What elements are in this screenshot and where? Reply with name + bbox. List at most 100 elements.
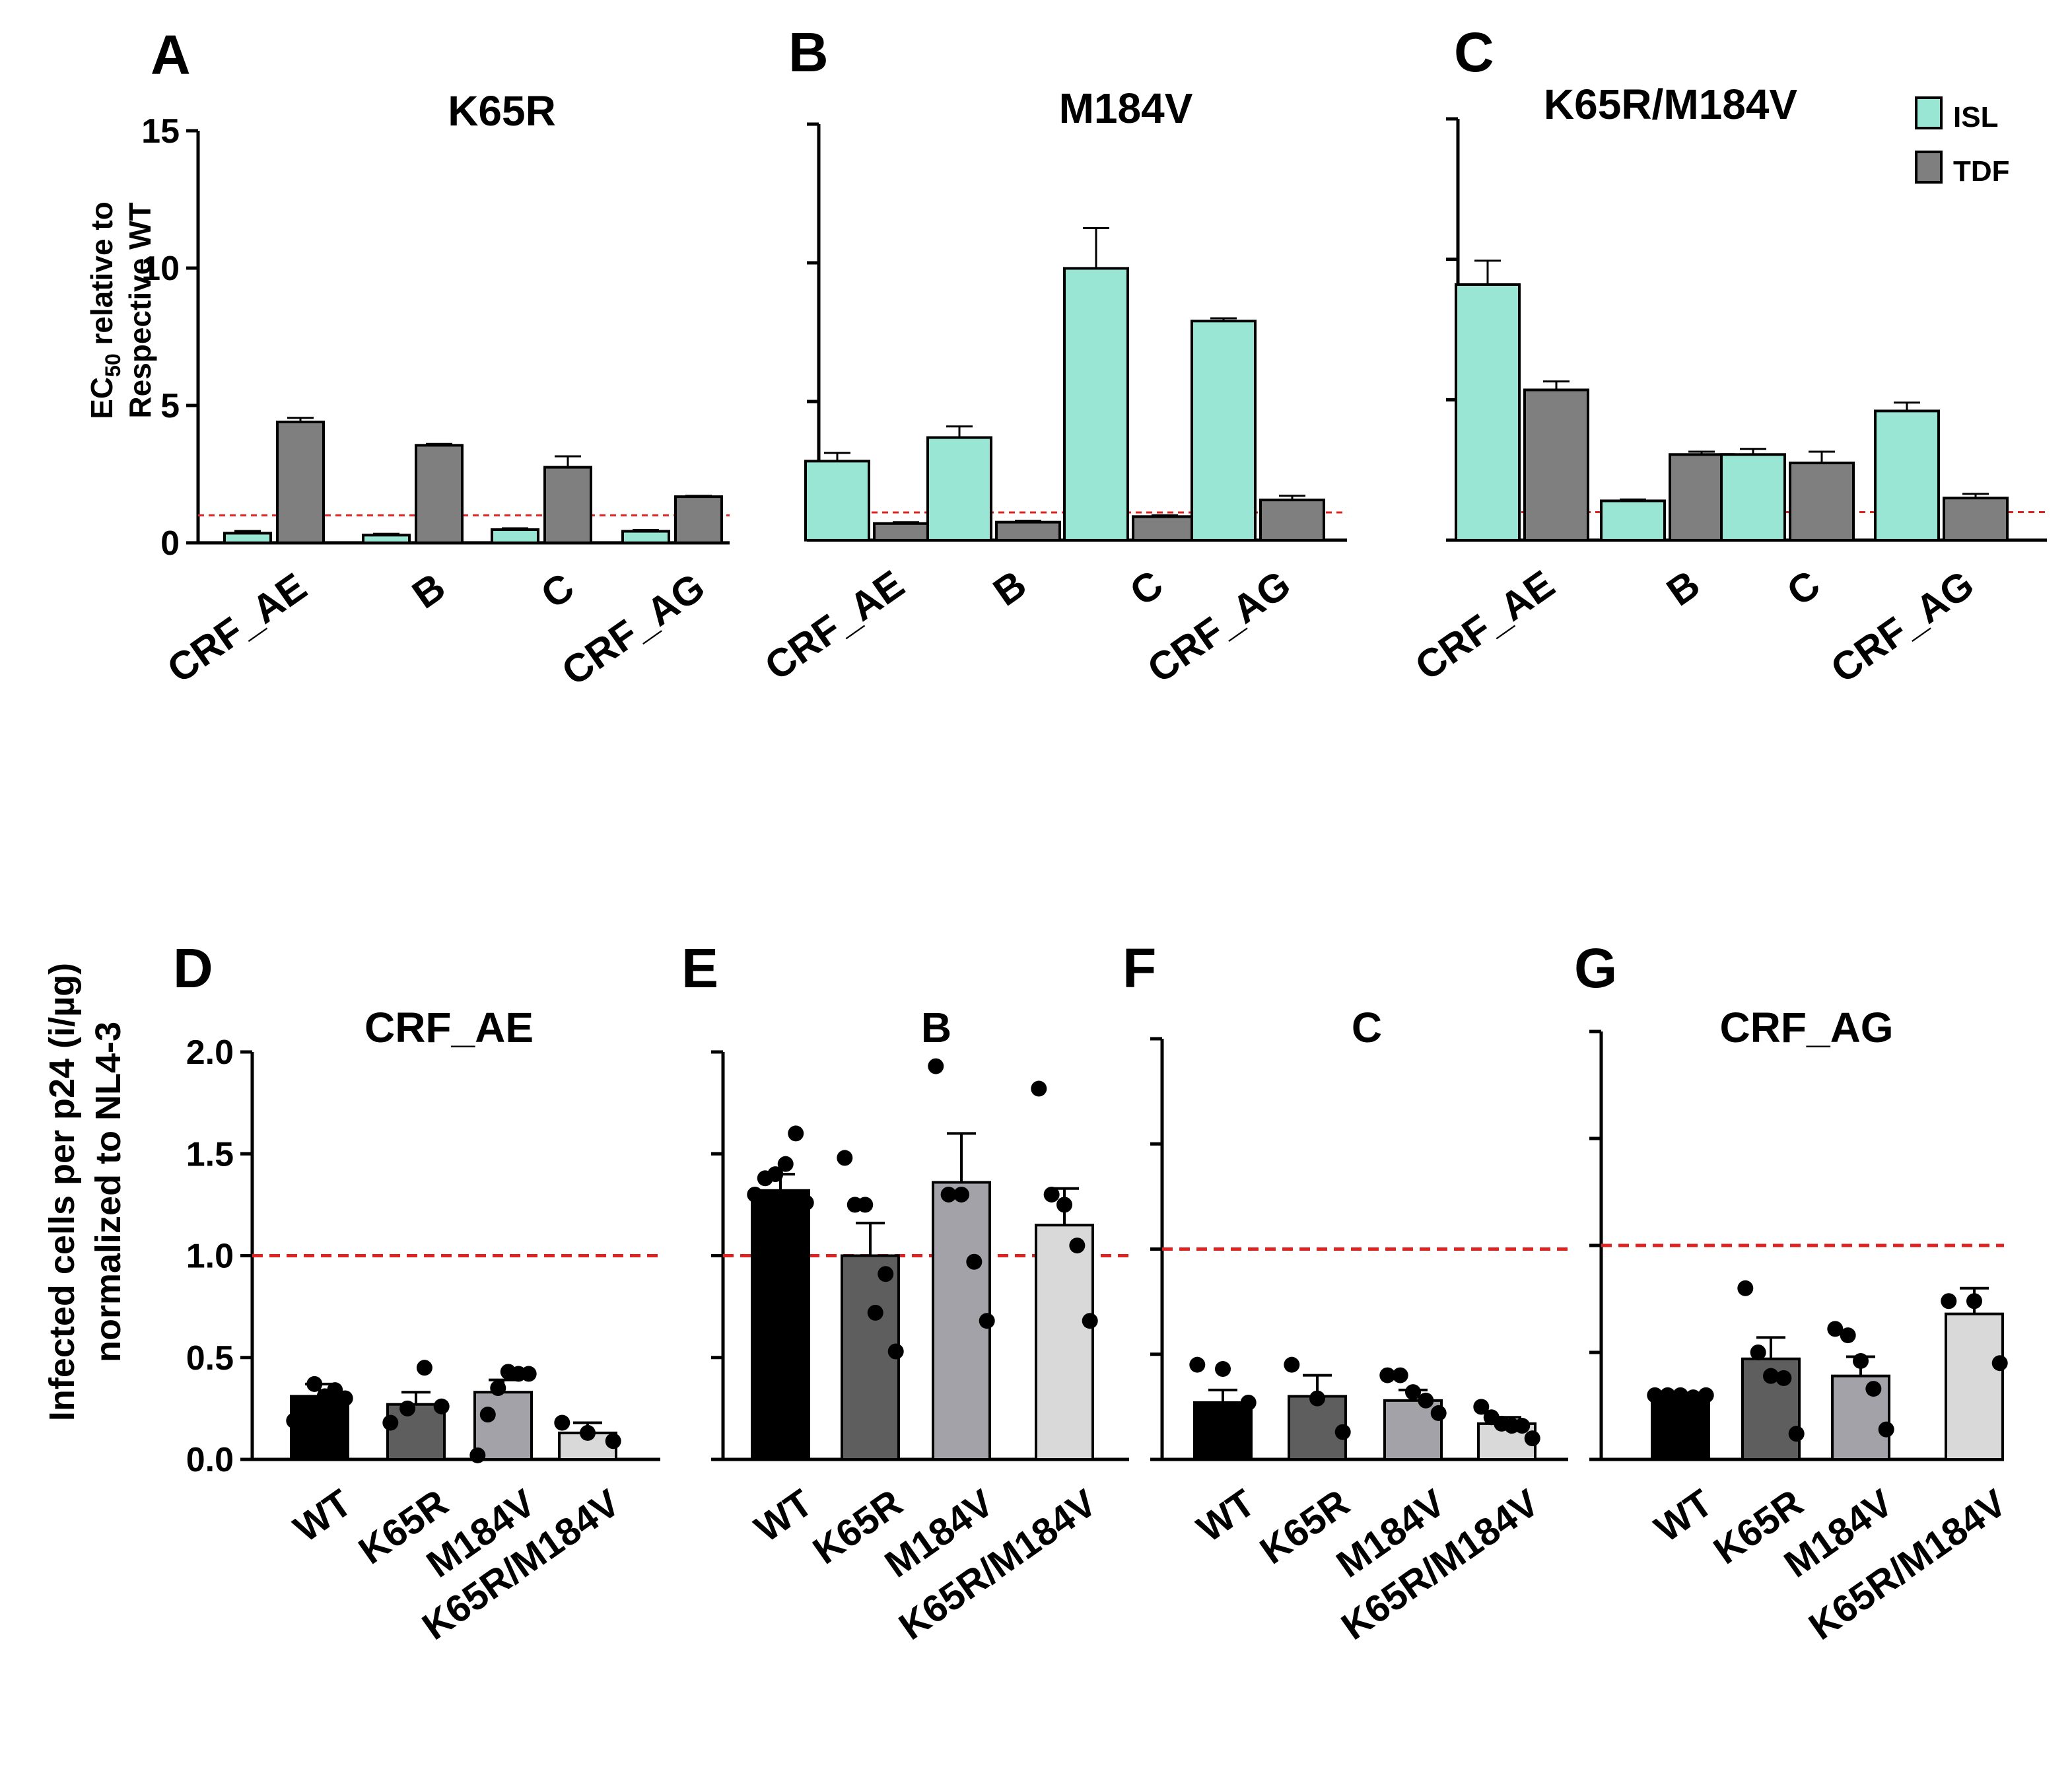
top-y-label-ec: EC	[85, 377, 119, 419]
data-point	[1524, 1430, 1540, 1447]
x-tick-label: B	[1659, 562, 1708, 615]
data-point	[1031, 1080, 1047, 1097]
top-y-axis-label: EC50 relative to	[85, 201, 125, 419]
data-point	[1514, 1418, 1531, 1434]
bar-tdf	[1943, 497, 2009, 542]
bar-isl	[1600, 499, 1666, 541]
bar-tdf	[415, 444, 464, 544]
data-point	[1309, 1390, 1325, 1407]
data-point	[1069, 1238, 1086, 1254]
bar-isl	[621, 530, 670, 545]
legend: ISL TDF	[1915, 96, 2010, 188]
bar-tdf	[1789, 462, 1855, 541]
y-tick-label: 2.0	[186, 1033, 234, 1072]
bar-isl	[804, 460, 870, 541]
panel-letter-g: G	[1574, 937, 1617, 999]
bar-tdf	[995, 520, 1061, 542]
data-point	[1043, 1186, 1060, 1203]
data-point	[1647, 1387, 1663, 1403]
panel-title: C	[1352, 1004, 1382, 1051]
panel-letter-f: F	[1122, 937, 1156, 999]
x-tick-label: B	[985, 562, 1034, 615]
y-tick-label: 0.0	[186, 1441, 234, 1479]
bar-tdf	[1523, 388, 1589, 541]
data-point	[1737, 1280, 1754, 1296]
bottom-y-axis-label-line2: normalized to NL4-3	[88, 1022, 128, 1362]
bar-isl	[1874, 409, 1940, 542]
bar-isl	[926, 436, 992, 541]
data-point	[777, 1156, 794, 1172]
bar-isl	[1063, 267, 1129, 541]
data-point	[490, 1380, 506, 1397]
data-point	[520, 1366, 537, 1382]
panel-title: M184V	[1059, 85, 1193, 132]
data-point	[286, 1413, 302, 1429]
x-tick-label: C	[533, 565, 582, 617]
x-tick-label: CRF_AE	[159, 565, 314, 692]
data-point	[1763, 1368, 1779, 1384]
bar-tdf	[674, 495, 723, 544]
data-point	[296, 1398, 312, 1414]
bar-tdf	[1132, 515, 1198, 541]
data-point	[837, 1150, 853, 1166]
data-point	[953, 1186, 969, 1203]
data-point	[580, 1424, 596, 1441]
data-point	[979, 1313, 995, 1329]
data-point	[1827, 1321, 1844, 1337]
bar-isl	[1720, 453, 1786, 541]
data-point	[479, 1407, 496, 1423]
x-tick-label: K65R/M184V	[1801, 1481, 2015, 1648]
bar	[1193, 1401, 1253, 1461]
panel-letter-d: D	[173, 937, 213, 999]
data-point	[469, 1447, 486, 1463]
x-tick-label: CRF_AE	[757, 562, 912, 689]
data-point	[1698, 1387, 1714, 1403]
data-point	[798, 1195, 814, 1211]
bar	[1945, 1312, 2004, 1461]
data-point	[1991, 1355, 2008, 1372]
bottom-y-axis-label-line1: Infected cells per p24 (i/µg)	[42, 963, 82, 1421]
data-point	[1405, 1384, 1421, 1401]
bar-tdf	[276, 420, 325, 545]
data-point	[1082, 1313, 1098, 1329]
data-point	[433, 1398, 450, 1414]
data-point	[1840, 1327, 1856, 1344]
bar-isl	[1191, 320, 1257, 541]
data-point	[928, 1058, 944, 1074]
x-tick-label: CRF_AG	[1823, 562, 1982, 691]
y-tick-label: 15	[141, 112, 180, 151]
bar-isl	[362, 534, 411, 544]
x-tick-label: WT	[286, 1481, 359, 1551]
bar	[751, 1189, 810, 1461]
y-tick-label: 0	[160, 524, 180, 563]
data-point	[1685, 1389, 1702, 1406]
panel-letter-e: E	[681, 937, 718, 999]
data-point	[399, 1400, 416, 1416]
panel-d: DCRF_AE0.00.51.01.52.0WTK65RM184VK65R/M1…	[173, 937, 660, 1648]
bar	[1651, 1396, 1710, 1461]
data-point	[747, 1186, 763, 1203]
legend-tdf-label: TDF	[1953, 155, 2010, 188]
x-tick-label: C	[1122, 562, 1171, 615]
data-point	[1379, 1367, 1396, 1383]
bar-isl	[223, 532, 272, 545]
panel-title: K65R/M184V	[1544, 81, 1798, 128]
data-point	[767, 1166, 784, 1183]
data-point	[1430, 1405, 1447, 1421]
data-point	[1659, 1387, 1676, 1403]
data-point	[1284, 1356, 1300, 1373]
legend-isl-swatch	[1915, 96, 1943, 129]
data-point	[337, 1390, 353, 1407]
bar	[841, 1254, 900, 1461]
top-y-label-sub: 50	[101, 353, 125, 377]
data-point	[887, 1343, 904, 1360]
legend-isl-label: ISL	[1953, 101, 1998, 133]
panel-letter-c: C	[1454, 21, 1494, 83]
panel-title: CRF_AE	[364, 1004, 534, 1051]
